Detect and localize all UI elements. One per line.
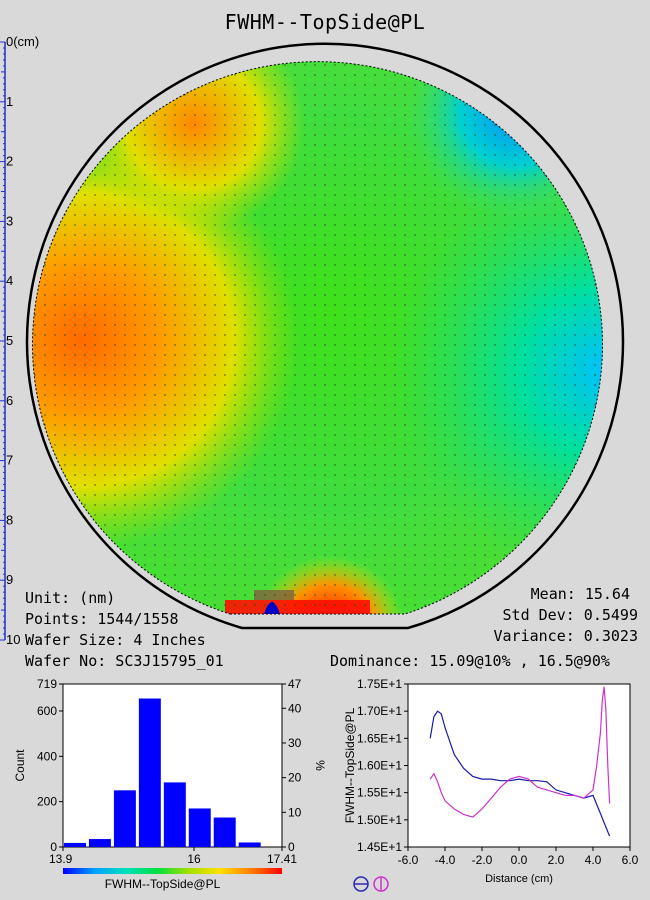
line-x-tick-label: -6.0 [398, 853, 419, 867]
histogram-bar [113, 790, 136, 847]
line-x-tick-label: 4.0 [585, 853, 602, 867]
ruler-tick-label: 9 [6, 572, 13, 587]
ruler-tick-label: 6 [6, 393, 13, 408]
histogram-y-tick-label: 719 [37, 677, 57, 691]
line-y-tick-label: 1.70E+1 [357, 704, 402, 718]
ruler-tick-label: 3 [6, 213, 13, 228]
variance-label: Variance: 0.3023 [493, 627, 639, 645]
histogram-y-tick-label: 600 [37, 704, 57, 718]
line-y-tick-label: 1.60E+1 [357, 759, 402, 773]
line-x-tick-label: -2.0 [472, 853, 493, 867]
line-y-axis-label: FWHM--TopSide@PL [343, 707, 357, 823]
line-x-axis-label: Distance (cm) [485, 873, 553, 885]
histogram-bar [238, 842, 261, 847]
vertical-ruler: 0(cm) 1 2 3 4 5 6 7 8 9 10 [0, 34, 39, 647]
mean-label: Mean: 15.64 [530, 585, 630, 603]
histogram-x-tick-label: 16 [187, 852, 201, 866]
histogram-bar [138, 698, 161, 847]
wafer-map [25, 42, 625, 630]
wafer-outline [25, 42, 625, 630]
line-y-tick-label: 1.45E+1 [357, 840, 402, 854]
histogram-y-tick-label: 0 [50, 840, 57, 854]
histogram-x-axis-label: FWHM--TopSide@PL [105, 877, 221, 891]
histogram-y2-tick-label: 0 [288, 840, 295, 854]
ruler-tick-label: 2 [6, 154, 13, 169]
histogram-chart: 0 200 400 600 719 0 10 20 30 40 47 13.9 16 17.41 Count… [13, 677, 327, 891]
ruler-tick-label: 1 [6, 94, 13, 109]
ruler-tick-label: 8 [6, 512, 13, 527]
std-dev-label: Std Dev: 0.5499 [502, 606, 638, 624]
histogram-bar [188, 808, 211, 847]
histogram-x-tick-label: 13.9 [49, 852, 73, 866]
unit-label: Unit: (nm) [25, 589, 116, 607]
line-y-tick-label: 1.50E+1 [357, 813, 402, 827]
line-x-tick-label: -4.0 [435, 853, 456, 867]
line-y-tick-label: 1.65E+1 [357, 731, 402, 745]
ruler-tick-label: 4 [6, 273, 13, 288]
wafer-no-label: Wafer No: SC3J15795_01 [25, 652, 224, 670]
histogram-y2-tick-label: 47 [288, 677, 302, 691]
horizontal-scan-icon[interactable] [353, 876, 369, 892]
line-x-tick-label: 6.0 [622, 853, 639, 867]
histogram-y-tick-label: 200 [37, 795, 57, 809]
wafer-size-label: Wafer Size: 4 Inches [25, 631, 206, 649]
line-x-tick-label: 0.0 [511, 853, 528, 867]
histogram-y2-tick-label: 20 [288, 771, 302, 785]
histogram-bar [88, 839, 111, 847]
colorbar [63, 868, 282, 874]
line-y-tick-label: 1.55E+1 [357, 786, 402, 800]
histogram-bar [64, 842, 86, 847]
line-plot-area [407, 683, 631, 848]
histogram-y2-tick-label: 30 [288, 736, 302, 750]
histogram-y-axis-label: Count [13, 749, 27, 782]
dominance-label: Dominance: 15.09@10% , 16.5@90% [330, 652, 610, 670]
histogram-bar [213, 817, 236, 847]
ruler-tick-label: 7 [6, 453, 13, 468]
line-y-tick-label: 1.75E+1 [357, 677, 402, 691]
ruler-tick-label: 10 [6, 632, 20, 647]
vertical-scan-line [429, 686, 611, 818]
ruler-unit-label: 0(cm) [6, 34, 39, 49]
vertical-scan-icon[interactable] [373, 876, 389, 892]
points-label: Points: 1544/1558 [25, 610, 179, 628]
ruler-tick-label: 5 [6, 333, 13, 348]
histogram-y2-axis-label: % [313, 760, 327, 771]
measurement-boundary [32, 61, 603, 615]
map-title: FWHM--TopSide@PL [224, 10, 426, 34]
line-x-tick-label: 2.0 [548, 853, 565, 867]
histogram-y2-tick-label: 10 [288, 805, 302, 819]
histogram-x-tick-label: 17.41 [267, 852, 297, 866]
histogram-y-tick-label: 400 [37, 749, 57, 763]
histogram-y2-tick-label: 40 [288, 701, 302, 715]
scan-direction-toggle[interactable] [352, 875, 392, 893]
histogram-bar [163, 782, 186, 847]
line-chart: 1.45E+1 1.50E+1 1.55E+1 1.60E+1 1.65E+1 1.70E… [343, 677, 639, 885]
